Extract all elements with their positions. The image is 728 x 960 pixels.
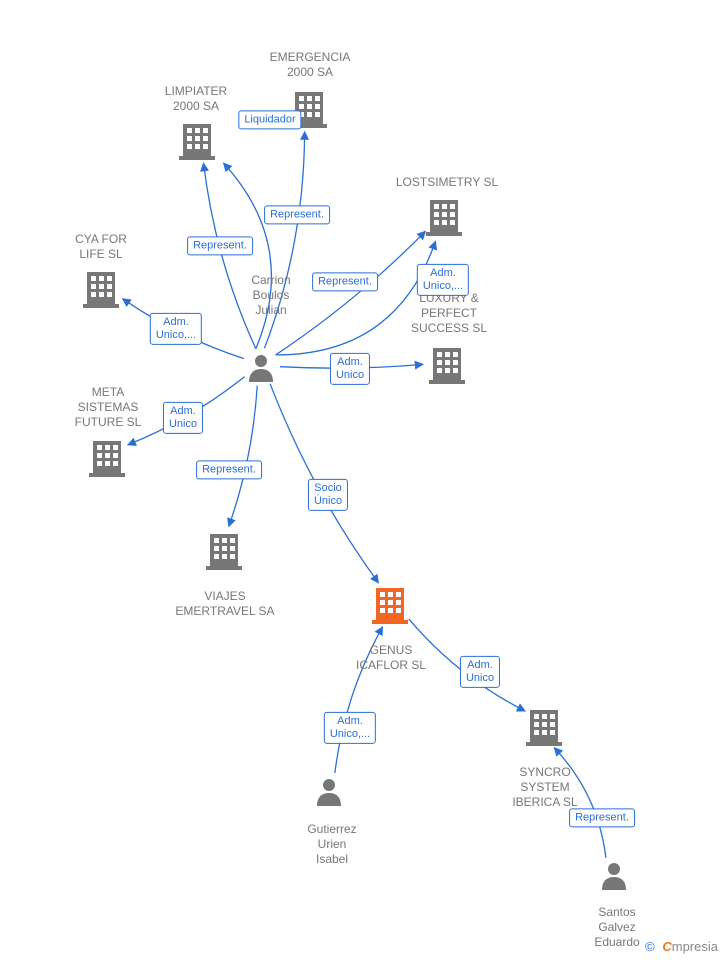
building-icon	[427, 371, 467, 388]
building-icon	[87, 464, 127, 481]
node-genus	[370, 584, 410, 629]
building-icon	[204, 557, 244, 574]
building-icon	[177, 147, 217, 164]
edge-label: Represent.	[196, 460, 262, 479]
edge-line	[264, 132, 304, 349]
edge-line	[224, 163, 272, 349]
node-label-cya: CYA FOR LIFE SL	[31, 232, 171, 262]
edge-label: Adm. Unico	[330, 353, 370, 385]
node-label-text: META SISTEMAS FUTURE SL	[38, 385, 178, 430]
footer-credit: © Cmpresia	[645, 939, 718, 954]
edge-label: Represent.	[312, 272, 378, 291]
edge-line	[229, 386, 257, 527]
edges-layer	[0, 0, 728, 960]
node-label-meta: META SISTEMAS FUTURE SL	[38, 385, 178, 430]
node-label-text: LIMPIATER 2000 SA	[126, 84, 266, 114]
node-emergencia	[289, 88, 329, 133]
node-label-genus: GENUS ICAFLOR SL	[321, 643, 461, 673]
edge-label: Represent.	[569, 808, 635, 827]
node-label-luxury: LUXURY & PERFECT SUCCESS SL	[379, 291, 519, 336]
edge-line	[554, 748, 606, 858]
node-label-viajes: VIAJES EMERTRAVEL SA	[155, 589, 295, 619]
node-label-text: LUXURY & PERFECT SUCCESS SL	[379, 291, 519, 336]
node-santos	[599, 860, 629, 895]
edge-label: Adm. Unico,...	[417, 264, 469, 296]
node-label-lostsimetry: LOSTSIMETRY SL	[377, 175, 517, 190]
node-label-text: Gutierrez Urien Isabel	[262, 822, 402, 867]
building-icon	[81, 295, 121, 312]
node-label-emergencia: EMERGENCIA 2000 SA	[240, 50, 380, 80]
node-label-limpiater: LIMPIATER 2000 SA	[126, 84, 266, 114]
building-icon	[370, 611, 410, 628]
node-limpiater	[177, 120, 217, 165]
brand-rest: mpresia	[672, 939, 718, 954]
building-icon	[524, 733, 564, 750]
node-label-text: Carrion Boulos Julian	[201, 273, 341, 318]
edge-label: Represent.	[187, 236, 253, 255]
node-label-text: LOSTSIMETRY SL	[377, 175, 517, 190]
diagram-canvas: Carrion Boulos Julian EMERGENCIA 2000 SA…	[0, 0, 728, 960]
edge-line	[128, 377, 245, 445]
edge-label: Represent.	[264, 205, 330, 224]
edge-label: Adm. Unico,...	[150, 313, 202, 345]
node-label-text: GENUS ICAFLOR SL	[321, 643, 461, 673]
node-label-syncro: SYNCRO SYSTEM IBERICA SL	[475, 765, 615, 810]
node-label-text: EMERGENCIA 2000 SA	[240, 50, 380, 80]
edge-line	[335, 627, 383, 773]
edge-line	[409, 619, 525, 711]
edge-label: Socio Único	[308, 479, 348, 511]
edge-line	[270, 384, 378, 583]
node-label-text: SYNCRO SYSTEM IBERICA SL	[475, 765, 615, 810]
person-icon	[314, 793, 344, 810]
edge-line	[280, 364, 423, 368]
copyright-symbol: ©	[645, 939, 655, 954]
node-lostsimetry	[424, 196, 464, 241]
edge-line	[276, 241, 436, 355]
edge-line	[123, 299, 244, 359]
edge-label: Adm. Unico,...	[324, 712, 376, 744]
node-viajes	[204, 530, 244, 575]
node-label-text: CYA FOR LIFE SL	[31, 232, 171, 262]
building-icon	[424, 223, 464, 240]
person-icon	[246, 369, 276, 386]
building-icon	[289, 115, 329, 132]
brand-initial: C	[662, 939, 671, 954]
edge-label: Adm. Unico	[460, 656, 500, 688]
node-carrion	[246, 352, 276, 387]
edge-line	[204, 163, 256, 349]
node-label-gutierrez: Gutierrez Urien Isabel	[262, 822, 402, 867]
person-icon	[599, 877, 629, 894]
node-label-text: VIAJES EMERTRAVEL SA	[155, 589, 295, 619]
node-label-carrion: Carrion Boulos Julian	[201, 273, 341, 318]
edge-label: Liquidador	[238, 110, 301, 129]
edge-line	[276, 231, 426, 355]
node-gutierrez	[314, 776, 344, 811]
node-syncro	[524, 706, 564, 751]
edge-label: Adm. Unico	[163, 402, 203, 434]
node-luxury	[427, 344, 467, 389]
node-cya	[81, 268, 121, 313]
node-meta	[87, 437, 127, 482]
